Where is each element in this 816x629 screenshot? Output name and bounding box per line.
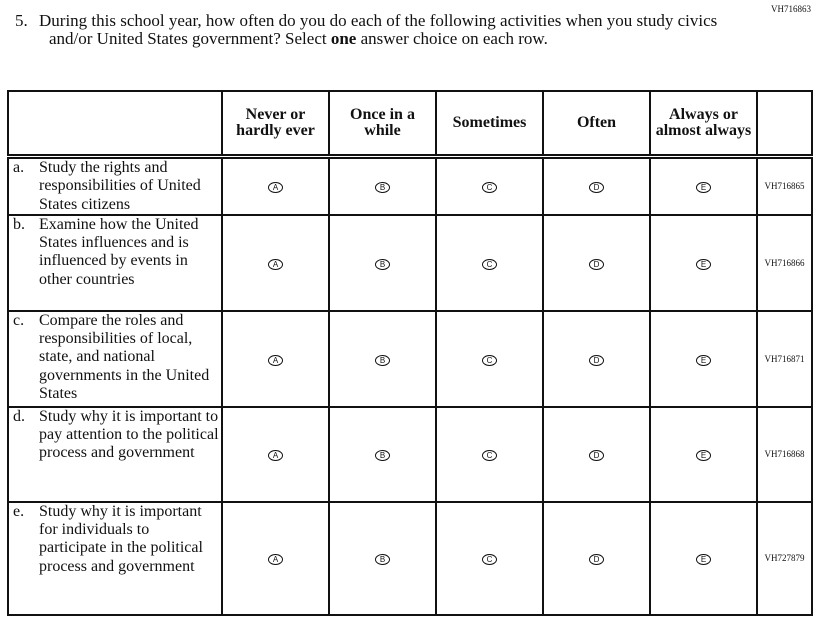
answer-bubble-c[interactable]: C [482,182,497,194]
row-text: Study the rights and responsibilities of… [39,159,201,213]
answer-bubble-e[interactable]: E [696,354,711,366]
row-label: b. Examine how the United States influenc… [7,213,223,312]
column-header: Never or hardly ever [221,90,330,159]
answer-bubble-a[interactable]: A [268,354,283,366]
column-header: Always or almost always [649,90,758,159]
answer-bubble-a[interactable]: A [268,450,283,462]
answer-bubble-b[interactable]: B [375,258,390,270]
question-emphasis: one [330,29,357,48]
row-text: Examine how the United States influences… [39,215,199,288]
choice-cell[interactable]: B [328,213,437,312]
id-header [756,90,813,159]
row-id: VH716865 [756,155,813,216]
question-prompt-end: answer choice on each row. [356,29,548,48]
answer-bubble-b[interactable]: B [375,554,390,566]
answer-bubble-e[interactable]: E [696,182,711,194]
choice-cell[interactable]: D [542,213,651,312]
answer-bubble-a[interactable]: A [268,554,283,566]
answer-bubble-b[interactable]: B [375,354,390,366]
question-number: 5. [15,11,28,30]
choice-cell[interactable]: E [649,405,758,503]
choice-cell[interactable]: E [649,500,758,616]
choice-cell[interactable]: B [328,500,437,616]
row-label: e. Study why it is important for individu… [7,500,223,616]
row-key: e. [13,502,25,520]
column-header: Often [542,90,651,159]
choice-cell[interactable]: E [649,309,758,408]
choice-cell[interactable]: E [649,155,758,216]
row-id: VH716871 [756,309,813,408]
choice-cell[interactable]: A [221,155,330,216]
answer-bubble-d[interactable]: D [589,258,604,270]
blank-header [7,90,223,159]
answer-bubble-d[interactable]: D [589,182,604,194]
choice-cell[interactable]: C [435,405,544,503]
table-row: e. Study why it is important for individu… [7,500,813,616]
column-header: Sometimes [435,90,544,159]
choice-cell[interactable]: B [328,309,437,408]
choice-cell[interactable]: A [221,500,330,616]
answer-bubble-c[interactable]: C [482,554,497,566]
choice-cell[interactable]: C [435,213,544,312]
choice-cell[interactable]: D [542,500,651,616]
question-prompt: During this school year, how often do yo… [39,11,718,48]
row-label: d. Study why it is important to pay atten… [7,405,223,503]
answer-bubble-b[interactable]: B [375,450,390,462]
answer-bubble-e[interactable]: E [696,450,711,462]
choice-cell[interactable]: B [328,155,437,216]
row-text: Study why it is important to pay attenti… [39,407,219,462]
choice-cell[interactable]: C [435,155,544,216]
answer-bubble-c[interactable]: C [482,450,497,462]
row-id: VH716866 [756,213,813,312]
choice-cell[interactable]: D [542,405,651,503]
column-header: Once in a while [328,90,437,159]
answer-bubble-e[interactable]: E [696,554,711,566]
choice-cell[interactable]: B [328,405,437,503]
choice-cell[interactable]: A [221,309,330,408]
row-label: c. Compare the roles and responsibilities… [7,309,223,408]
choice-cell[interactable]: D [542,155,651,216]
answer-grid: Never or hardly ever Once in a while Somet… [7,90,813,616]
answer-bubble-a[interactable]: A [268,182,283,194]
choice-cell[interactable]: C [435,500,544,616]
answer-bubble-d[interactable]: D [589,450,604,462]
answer-bubble-c[interactable]: C [482,354,497,366]
choice-cell[interactable]: A [221,405,330,503]
table-row: c. Compare the roles and responsibilities… [7,309,813,408]
answer-bubble-b[interactable]: B [375,182,390,194]
answer-bubble-d[interactable]: D [589,554,604,566]
answer-bubble-d[interactable]: D [589,354,604,366]
choice-cell[interactable]: E [649,213,758,312]
row-id: VH727879 [756,500,813,616]
answer-bubble-c[interactable]: C [482,258,497,270]
row-text: Study why it is important for individual… [39,502,203,575]
row-key: a. [13,159,25,176]
row-label: a. Study the rights and responsibilities … [7,155,223,216]
question-text: 5. During this school year, how often do… [15,12,735,48]
table-row: b. Examine how the United States influenc… [7,213,813,312]
answer-bubble-a[interactable]: A [268,258,283,270]
row-key: c. [13,311,25,329]
row-key: b. [13,215,25,233]
row-key: d. [13,407,25,425]
choice-cell[interactable]: C [435,309,544,408]
table-row: d. Study why it is important to pay atten… [7,405,813,503]
row-text: Compare the roles and responsibilities o… [39,311,210,403]
question-id: VH716863 [771,4,811,14]
answer-bubble-e[interactable]: E [696,258,711,270]
row-id: VH716868 [756,405,813,503]
table-row: a. Study the rights and responsibilities … [7,155,813,216]
choice-cell[interactable]: A [221,213,330,312]
choice-cell[interactable]: D [542,309,651,408]
